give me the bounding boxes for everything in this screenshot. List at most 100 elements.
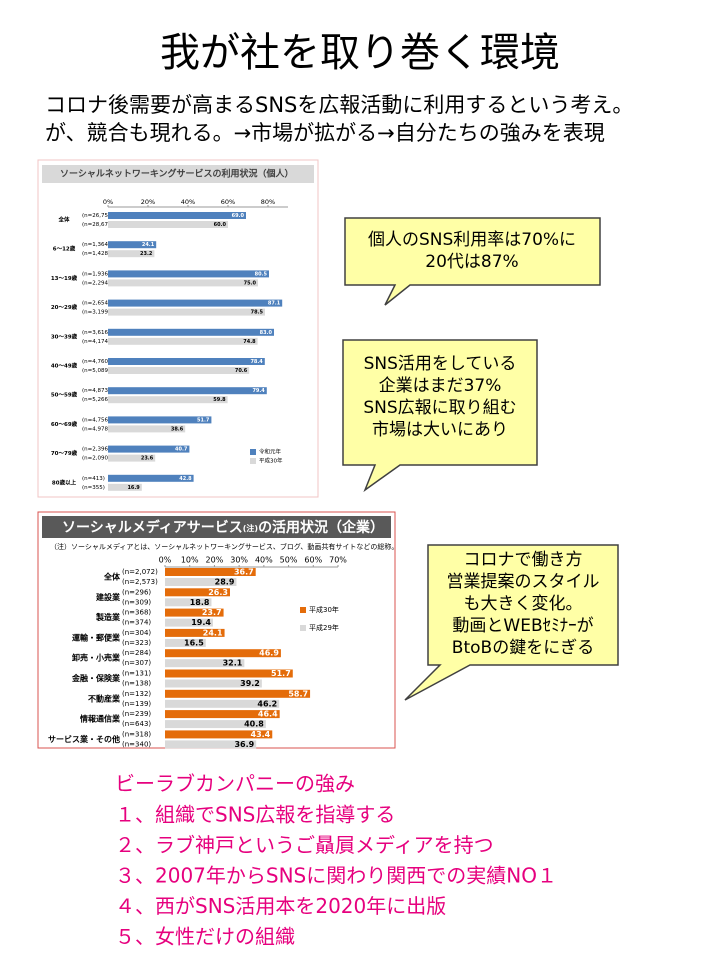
bar [165, 628, 225, 637]
value-label: 80.5 [255, 271, 268, 277]
n-label: (n=1,428) [82, 251, 110, 257]
n-label: (n=138) [122, 680, 151, 688]
n-label: (n=4,756) [82, 417, 110, 423]
value-label: 87.1 [268, 301, 281, 307]
x-tick-label: 50% [280, 556, 298, 565]
strength-item: ３、2007年からSNSに関わり関西での実績NO１ [115, 864, 557, 888]
category-label: 13～19歳 [51, 274, 78, 282]
bar [108, 425, 186, 433]
n-label: (n=2,294) [82, 280, 110, 286]
strength-item: １、組織でSNS広報を指導する [115, 803, 395, 827]
intro-line: が、競合も現れる。→市場が拡がる→自分たちの強みを表現 [45, 121, 605, 145]
chart2-note: （注）ソーシャルメディアとは、ソーシャルネットワーキングサービス、ブログ、動画共… [50, 542, 398, 551]
n-label: (n=4,760) [82, 359, 110, 365]
callout-text: コロナで働き方 [464, 550, 583, 570]
category-label: 運輸・郵便業 [72, 632, 121, 642]
bar [108, 212, 246, 219]
category-label: 金融・保険業 [71, 673, 121, 683]
bar [165, 588, 230, 597]
callout-text: 市場は大いにあり [372, 420, 508, 440]
n-label: (n=4,978) [82, 426, 110, 432]
category-label: 建設業 [95, 592, 121, 602]
legend-label: 平成30年 [259, 457, 283, 465]
value-label: 46.9 [259, 649, 279, 658]
legend-swatch [300, 607, 306, 613]
value-label: 36.9 [234, 740, 254, 749]
legend-swatch [250, 458, 256, 464]
value-label: 83.0 [260, 330, 273, 336]
n-label: (n=2,654) [82, 301, 110, 307]
category-label: 製造業 [95, 612, 121, 622]
value-label: 40.7 [175, 447, 188, 453]
callout-text: 個人のSNS利用率は70%に [368, 230, 576, 250]
x-tick-label: 80% [261, 198, 275, 206]
bar [108, 299, 283, 307]
value-label: 38.6 [171, 426, 184, 432]
n-label: (n=2,090) [82, 456, 110, 462]
category-label: 卸売・小売業 [72, 653, 121, 663]
value-label: 75.0 [244, 280, 257, 286]
chart1-title-bar [42, 165, 314, 183]
value-label: 70.6 [235, 368, 248, 374]
bar [108, 367, 250, 374]
value-label: 32.1 [223, 659, 243, 668]
n-label: (n=340) [122, 740, 151, 748]
category-label: サービス業・その他 [48, 734, 120, 744]
value-label: 46.2 [257, 699, 277, 708]
value-label: 60.0 [214, 222, 227, 228]
n-label: (n=1,936) [82, 271, 110, 277]
chart2-title-note: (注) [243, 523, 258, 533]
bar [165, 730, 273, 739]
bar [108, 416, 212, 424]
callout-text: も大きく変化。 [464, 594, 583, 614]
value-label: 23.7 [202, 608, 222, 617]
n-label: (n=1,364) [82, 242, 110, 248]
value-label: 40.8 [244, 720, 264, 729]
value-label: 78.5 [251, 310, 264, 316]
bar [108, 474, 194, 482]
x-tick-label: 0% [103, 198, 113, 206]
value-label: 51.7 [197, 417, 210, 423]
category-label: 60～69歳 [51, 420, 78, 428]
callout-text: SNS広報に取り組む [363, 398, 516, 418]
bar [165, 618, 213, 627]
value-label: 42.8 [179, 476, 192, 482]
n-label: (n=26,757) [82, 213, 114, 219]
value-label: 23.6 [141, 456, 154, 462]
bar [165, 669, 293, 678]
bar [165, 679, 262, 688]
n-label: (n=5,266) [82, 397, 110, 403]
n-label: (n=3,199) [82, 310, 110, 316]
n-label: (n=643) [122, 720, 151, 728]
value-label: 26.3 [208, 588, 228, 597]
slide-title: 我が社を取り巻く環境 [160, 30, 560, 76]
n-label: (n=4,174) [82, 339, 110, 345]
bar [108, 445, 190, 453]
bar [108, 454, 156, 462]
bar [165, 568, 256, 576]
x-tick-label: 40% [255, 556, 273, 565]
x-tick-label: 60% [304, 556, 322, 565]
n-label: (n=307) [122, 659, 151, 667]
x-tick-label: 70% [329, 556, 347, 565]
value-label: 78.4 [250, 359, 263, 365]
category-label: 30～39歳 [51, 332, 78, 340]
n-label: (n=413) [82, 476, 105, 482]
bar [165, 740, 257, 749]
callout-text: BtoBの鍵をにぎる [452, 638, 594, 658]
value-label: 74.8 [243, 339, 256, 345]
n-label: (n=3,616) [82, 330, 110, 336]
bar [165, 649, 281, 658]
strength-item: ５、女性だけの組織 [115, 925, 295, 949]
n-label: (n=296) [122, 588, 151, 596]
callout-text: 20代は87% [425, 252, 518, 272]
value-label: 79.4 [252, 388, 265, 394]
category-label: 6～12歳 [53, 245, 76, 253]
n-label: (n=139) [122, 700, 151, 708]
bar [108, 308, 265, 316]
bar [165, 699, 280, 708]
callout-text: 企業はまだ37% [379, 376, 502, 396]
n-label: (n=2,072) [122, 568, 158, 576]
bar [165, 608, 224, 617]
